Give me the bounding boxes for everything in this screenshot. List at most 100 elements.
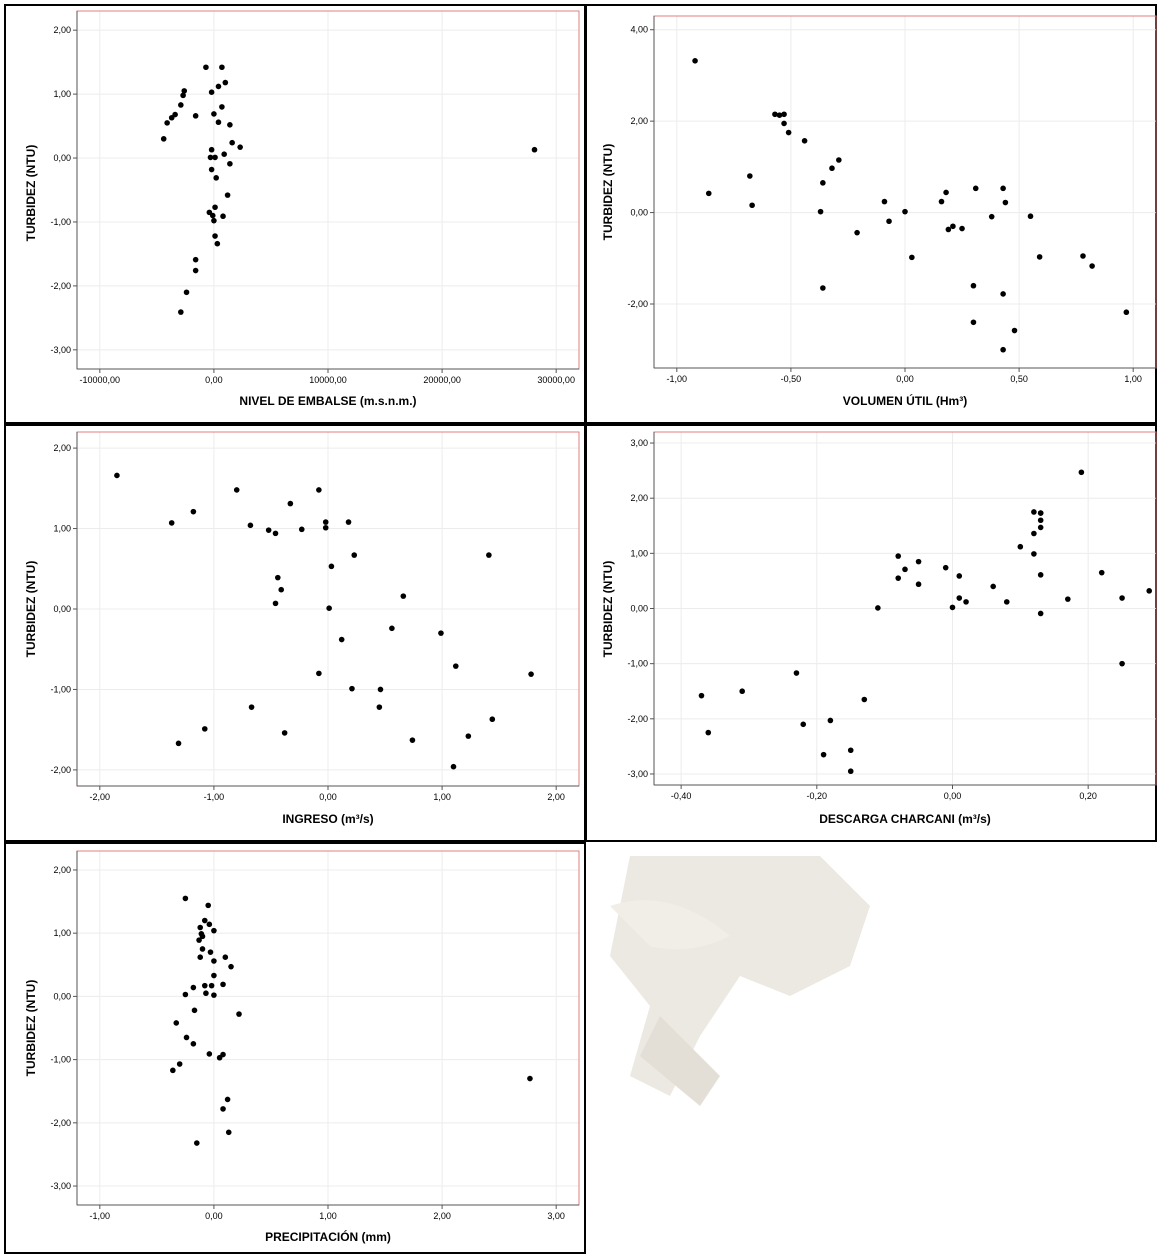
data-point (328, 563, 335, 570)
x-axis-title: VOLUMEN ÚTIL (Hm³) (843, 393, 967, 408)
data-point (182, 895, 189, 902)
data-point (915, 558, 922, 565)
data-point (895, 553, 902, 559)
data-point (206, 921, 213, 928)
data-point (959, 225, 965, 232)
data-point (190, 508, 197, 515)
y-tick-label: 0,00 (630, 208, 648, 218)
y-tick-label: 0,00 (630, 604, 648, 614)
data-point (206, 1051, 213, 1057)
data-point (224, 1096, 231, 1103)
data-point (817, 208, 824, 215)
x-tick-label: -2,00 (90, 792, 111, 802)
data-point (211, 217, 217, 224)
data-point (389, 625, 395, 632)
data-point (182, 991, 189, 998)
data-point (192, 113, 199, 119)
x-tick-label: -0,20 (807, 791, 828, 801)
data-point (275, 574, 281, 581)
data-point (820, 180, 826, 186)
data-point (854, 229, 860, 236)
x-tick-label: 0,00 (205, 1211, 223, 1221)
data-point (212, 233, 218, 239)
data-point (820, 285, 826, 291)
data-point (1031, 530, 1037, 537)
y-tick-label: -2,00 (627, 714, 648, 724)
data-point (902, 208, 908, 215)
data-point (208, 982, 215, 989)
data-point (114, 472, 120, 479)
y-tick-label: -1,00 (50, 684, 71, 694)
data-point (247, 522, 254, 529)
data-point (400, 593, 407, 599)
data-point (902, 566, 908, 573)
scatter-panel-4: -0,40 -0,20 0,00 0,20 -3,00 -2,00 -1,00 0,00 1,0… (601, 431, 1157, 826)
y-tick-label: -1,00 (50, 217, 71, 227)
data-point (180, 92, 186, 99)
data-point (173, 1020, 180, 1026)
data-point (190, 984, 197, 991)
data-point (1065, 596, 1071, 602)
data-point (527, 1075, 533, 1082)
y-tick-label: -1,00 (627, 659, 648, 669)
data-point (181, 88, 188, 94)
y-tick-label: -2,00 (627, 299, 648, 309)
data-point (1078, 469, 1085, 476)
y-tick-label: 4,00 (630, 25, 648, 35)
data-point (776, 112, 783, 118)
y-tick-label: 0,00 (53, 153, 71, 163)
data-point (1002, 199, 1009, 206)
data-point (168, 114, 175, 121)
data-point (943, 189, 949, 196)
data-point (316, 487, 322, 493)
data-point (949, 604, 956, 611)
y-tick-label: 2,00 (53, 25, 71, 35)
x-tick-label: 20000,00 (423, 375, 461, 385)
y-tick-label: -2,00 (50, 1118, 71, 1128)
data-point (215, 83, 222, 90)
data-point (881, 198, 888, 205)
data-point (1036, 254, 1043, 260)
data-point (197, 954, 204, 960)
data-point (338, 636, 345, 643)
y-tick-label: 2,00 (53, 865, 71, 875)
data-point (409, 737, 416, 743)
data-point (211, 972, 217, 979)
data-point (963, 599, 969, 605)
y-tick-label: 1,00 (53, 524, 71, 534)
y-axis-title: TURBIDEZ (NTU) (24, 980, 38, 1077)
data-point (528, 671, 534, 677)
x-tick-label: -0,40 (671, 791, 692, 801)
data-point (785, 129, 792, 136)
y-tick-label: 0,00 (53, 604, 71, 614)
data-point (211, 958, 217, 964)
data-point (272, 600, 279, 607)
data-point (220, 213, 226, 220)
data-point (265, 527, 272, 533)
data-point (942, 564, 949, 571)
data-point (1000, 185, 1006, 192)
data-point (915, 581, 922, 588)
data-point (316, 670, 322, 677)
scatter-panel-1: -10000,00 0,00 10000,00 20000,00 30000,00 -3,… (24, 10, 580, 408)
y-tick-label: -3,00 (50, 1181, 71, 1191)
data-point (170, 1067, 176, 1074)
data-point (1000, 346, 1006, 353)
data-point (164, 120, 170, 126)
data-point (281, 730, 288, 736)
data-point (220, 1106, 226, 1112)
data-point (351, 552, 358, 558)
data-point (801, 138, 808, 144)
x-tick-label: -1,00 (667, 374, 688, 384)
data-point (209, 212, 216, 219)
data-point (1031, 551, 1037, 557)
x-axis-title: DESCARGA CHARCANI (m³/s) (819, 812, 991, 826)
data-point (207, 154, 214, 161)
data-point (199, 946, 206, 952)
data-point (970, 282, 977, 289)
y-tick-label: -3,00 (50, 345, 71, 355)
data-point (193, 1140, 200, 1146)
data-point (160, 136, 167, 142)
data-point (886, 218, 892, 225)
data-point (278, 586, 285, 593)
